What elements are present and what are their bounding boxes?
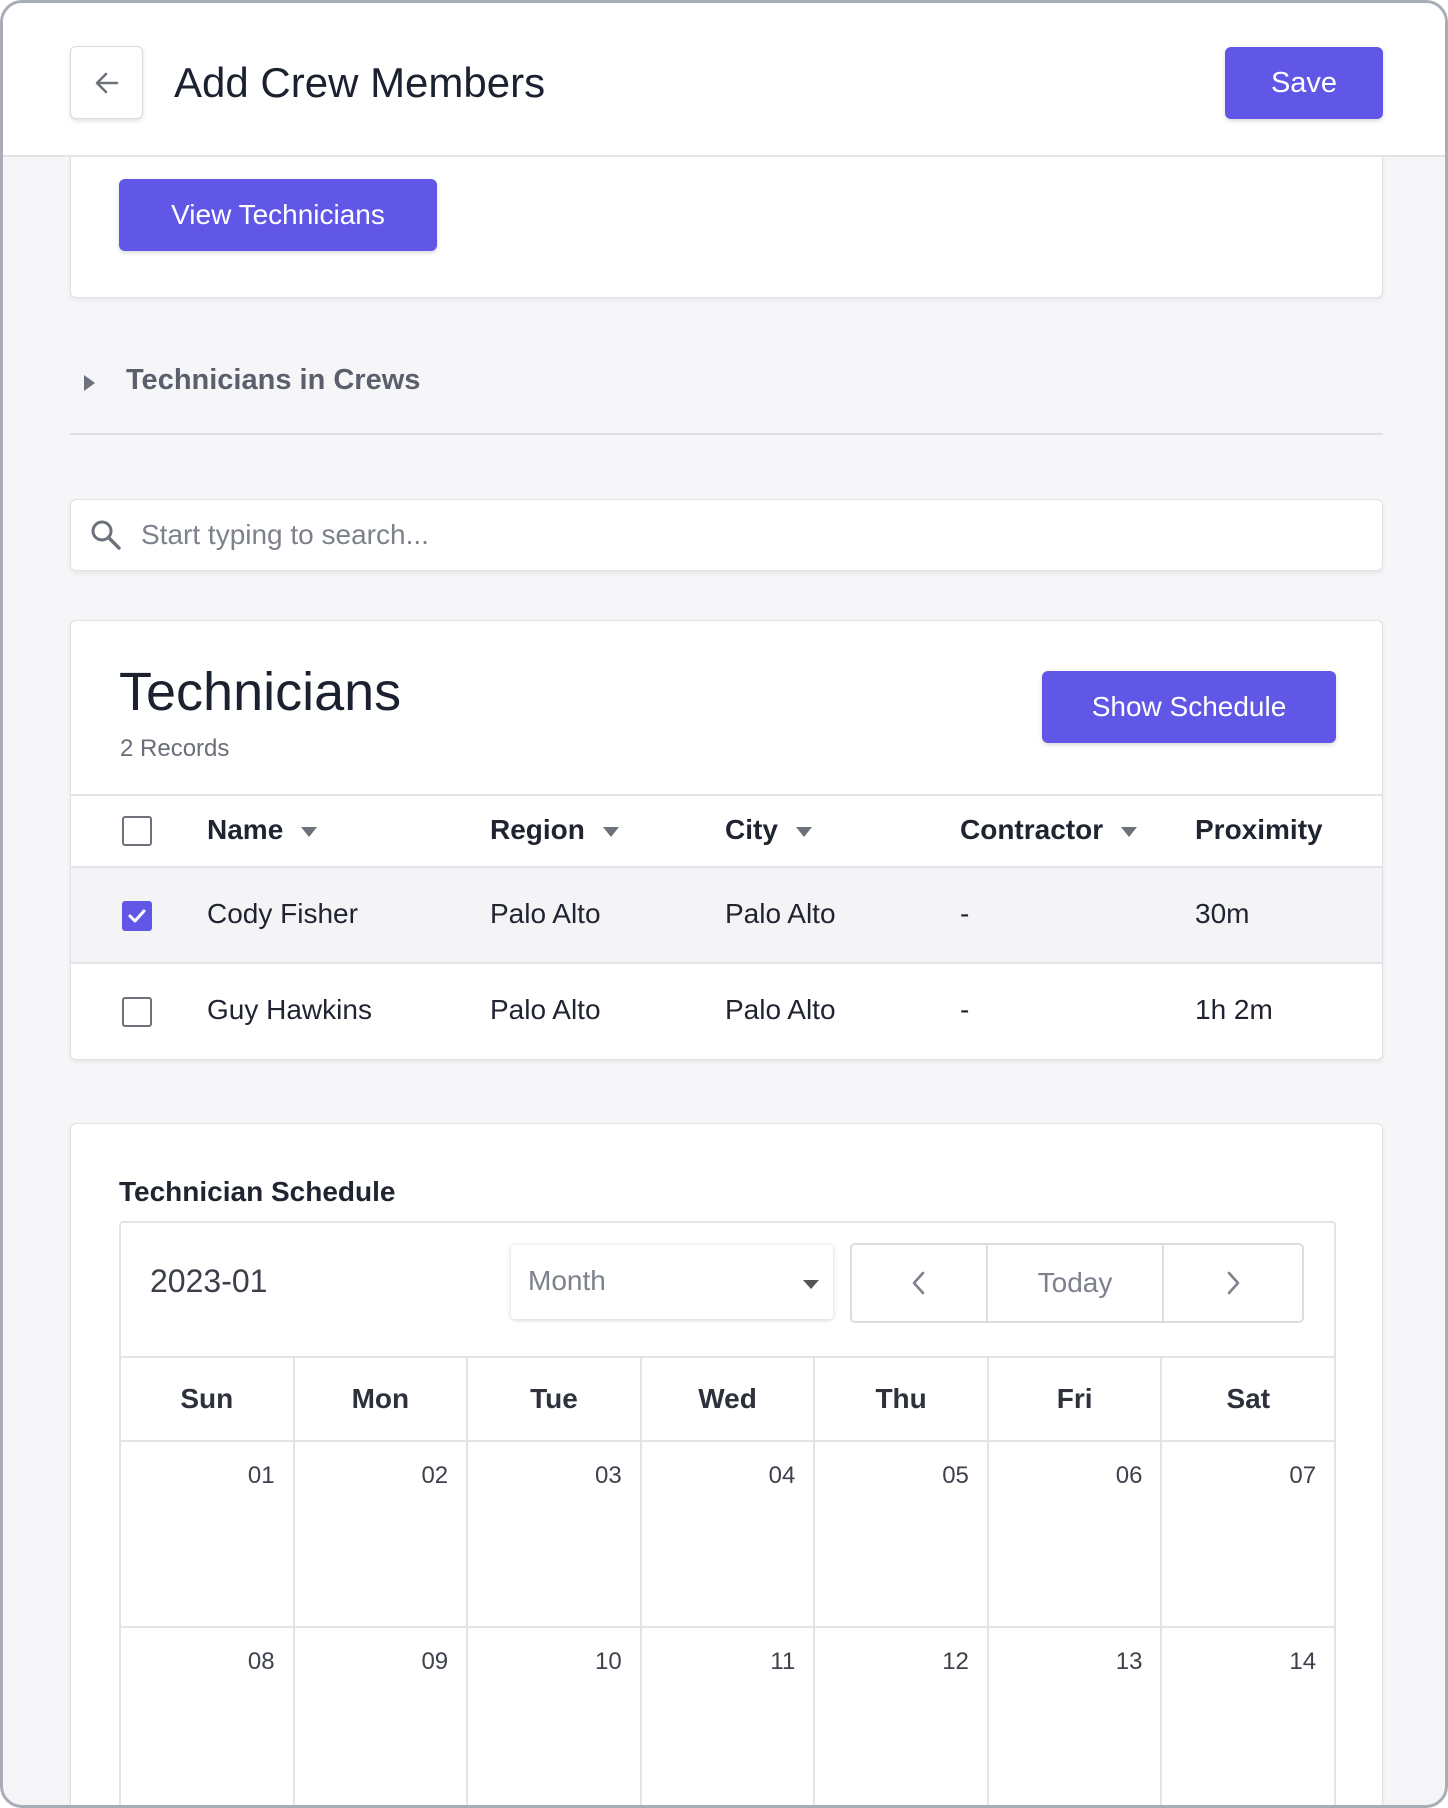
sort-caret-icon[interactable] [301,826,318,837]
calendar-view-select[interactable]: Month [511,1245,833,1319]
cell-proximity: 1h 2m [1195,994,1273,1025]
calendar-day[interactable]: 07 [1289,1462,1317,1489]
calendar-day[interactable]: 14 [1289,1648,1317,1675]
table-row[interactable]: Guy Hawkins Palo Alto Palo Alto - 1h 2m [71,962,1382,1058]
calendar-day[interactable]: 08 [121,1628,295,1805]
record-count: 2 Records [120,735,230,762]
page-header: Add Crew Members Save [3,3,1445,157]
calendar-day[interactable]: 04 [642,1442,816,1626]
calendar-day[interactable]: 09 [295,1628,469,1805]
technician-finder-card: View Technicians [70,133,1383,298]
cell-region: Palo Alto [490,994,601,1025]
sort-caret-icon[interactable] [602,826,619,837]
calendar-period: 2023-01 [150,1263,268,1299]
cell-city: Palo Alto [725,898,836,929]
back-button[interactable] [70,46,143,119]
technicians-card: Technicians 2 Records Show Schedule Name… [70,620,1383,1060]
sort-caret-icon[interactable] [1121,826,1138,837]
previous-button[interactable] [852,1245,988,1321]
cell-name: Cody Fisher [207,898,358,929]
checkmark-icon [128,909,146,923]
select-all-checkbox[interactable] [122,816,152,846]
technicians-title: Technicians [119,662,402,722]
chevron-down-icon [803,1280,819,1289]
weekday-label: Tue [468,1358,642,1440]
weekday-label: Wed [642,1358,816,1440]
technician-schedule-card: Technician Schedule 2023-01 Month Today [70,1123,1383,1805]
cell-contractor: - [960,898,970,929]
weekday-label: Thu [815,1358,989,1440]
table-row[interactable]: Cody Fisher Palo Alto Palo Alto - 30m [71,866,1382,962]
calendar-view-value: Month [528,1265,606,1296]
page-title: Add Crew Members [174,59,546,106]
search-box[interactable] [70,499,1383,571]
cell-name: Guy Hawkins [207,994,372,1025]
cell-city: Palo Alto [725,994,836,1025]
save-button[interactable]: Save [1225,47,1383,119]
technicians-in-crews-toggle[interactable]: Technicians in Crews [70,359,1383,435]
calendar-day[interactable]: 01 [121,1442,295,1626]
cell-region: Palo Alto [490,898,601,929]
chevron-right-icon [1227,1271,1240,1295]
column-header-proximity: Proximity [1195,814,1323,845]
calendar-week: 01 02 03 04 05 06 07 [121,1440,1334,1626]
weekday-label: Mon [295,1358,469,1440]
search-input[interactable] [141,500,1361,570]
calendar-nav: Today [850,1243,1304,1323]
caret-right-icon [84,375,95,391]
calendar-day[interactable]: 13 [989,1628,1163,1805]
arrow-left-icon [95,72,118,93]
calendar-day[interactable]: 12 [815,1628,989,1805]
calendar: 2023-01 Month Today Sun [119,1221,1336,1805]
chevron-left-icon [912,1271,925,1295]
column-header-region[interactable]: Region [490,814,619,846]
next-button[interactable] [1164,1245,1302,1321]
cell-proximity: 30m [1195,898,1250,929]
calendar-week: 08 09 10 11 12 13 14 [121,1626,1334,1805]
calendar-day[interactable]: 05 [815,1442,989,1626]
weekday-label: Fri [989,1358,1163,1440]
schedule-title: Technician Schedule [119,1176,396,1207]
row-checkbox[interactable] [122,997,152,1027]
sort-caret-icon[interactable] [795,826,812,837]
weekday-header: Sun Mon Tue Wed Thu Fri Sat [121,1356,1334,1440]
row-checkbox[interactable] [122,901,152,931]
view-technicians-button[interactable]: View Technicians [119,179,437,251]
column-header-contractor[interactable]: Contractor [960,814,1138,846]
calendar-day[interactable]: 06 [989,1442,1163,1626]
calendar-day[interactable]: 11 [642,1628,816,1805]
search-icon [91,520,121,550]
calendar-day[interactable]: 10 [468,1628,642,1805]
cell-contractor: - [960,994,970,1025]
show-schedule-button[interactable]: Show Schedule [1042,671,1336,743]
column-header-name[interactable]: Name [207,814,318,846]
calendar-day[interactable]: 02 [295,1442,469,1626]
table-header-row: Name Region City Contractor Proximity [71,794,1382,866]
column-header-city[interactable]: City [725,814,812,846]
today-button[interactable]: Today [988,1245,1164,1321]
technicians-in-crews-label: Technicians in Crews [126,364,421,396]
weekday-label: Sat [1226,1383,1271,1414]
weekday-label: Sun [121,1358,295,1440]
calendar-day[interactable]: 03 [468,1442,642,1626]
